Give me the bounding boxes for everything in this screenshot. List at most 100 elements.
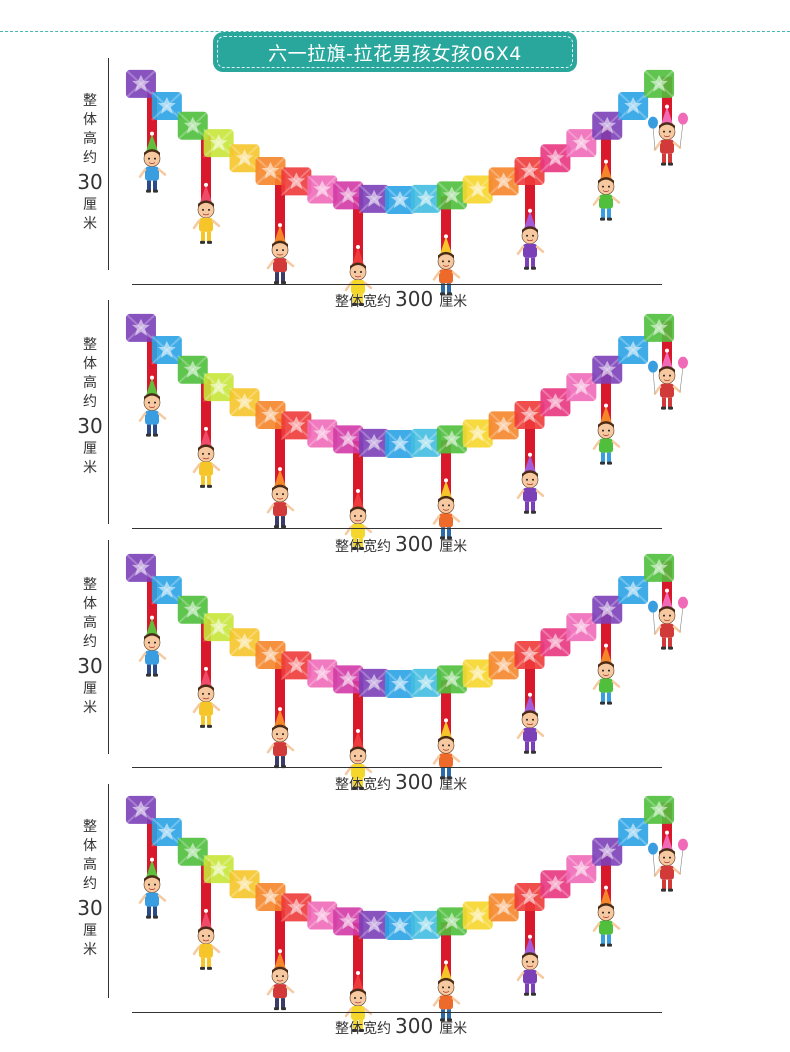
cartoon-child-boy-tambourine — [592, 643, 621, 705]
garland-segment — [358, 910, 390, 940]
height-measure-line — [108, 784, 109, 998]
balloon-icon — [678, 838, 688, 851]
garland-segment — [228, 627, 261, 657]
balloon-icon — [648, 360, 658, 373]
height-label-char: 米 — [83, 942, 97, 958]
garland-segment — [151, 335, 183, 365]
garland-segment — [462, 658, 494, 689]
title-badge: 六一拉旗-拉花男孩女孩06X4 — [213, 32, 577, 72]
garland-segment — [487, 166, 520, 197]
cartoon-child-boy-tambourine — [592, 159, 621, 221]
cartoon-child-girl-violin-purple — [516, 692, 545, 754]
width-label-prefix: 整体宽约 — [335, 1021, 391, 1037]
height-label-char: 约 — [83, 634, 97, 650]
ribbon-group — [147, 76, 672, 267]
garland-segment — [202, 854, 235, 884]
garland-segment — [617, 91, 649, 121]
garland-illustration — [125, 313, 688, 550]
height-label-char: 高 — [83, 615, 97, 631]
hanging-ribbon — [441, 196, 451, 257]
hanging-ribbon — [275, 175, 285, 246]
cartoon-child-girl-microphone — [344, 728, 373, 790]
hanging-ribbon — [201, 378, 211, 449]
balloon-icon — [678, 112, 688, 125]
height-measure-line — [108, 540, 109, 754]
garland-illustration — [125, 69, 688, 306]
cartoon-child-girl-violin-purple — [516, 452, 545, 514]
garland-segment — [151, 91, 183, 121]
hanging-ribbon — [353, 196, 363, 267]
hanging-ribbon — [441, 922, 451, 983]
hanging-ribbon — [147, 577, 157, 638]
width-value: 300 — [395, 1014, 434, 1038]
garland-segment — [306, 658, 338, 689]
height-label-char: 米 — [83, 700, 97, 716]
garland-segment — [591, 836, 623, 867]
garland-segment — [643, 313, 675, 343]
garland-segment — [643, 795, 675, 825]
product-panel-3: 整 体 高 约 30 厘 米 — [0, 536, 790, 790]
height-label-char: 体 — [83, 356, 97, 372]
children-characters — [138, 830, 688, 1032]
hanging-ribbon — [525, 414, 535, 475]
hanging-ribbon — [201, 860, 211, 931]
garland-segment — [332, 906, 364, 937]
width-label-unit: 厘米 — [439, 1021, 468, 1037]
garland-segment — [280, 650, 313, 681]
hanging-ribbon — [275, 659, 285, 730]
garland-segment — [228, 387, 261, 417]
garland-segment — [125, 553, 157, 583]
hanging-ribbon — [147, 93, 157, 154]
hanging-ribbon — [662, 320, 672, 371]
garland-segment — [436, 424, 468, 455]
garland-segment — [306, 174, 338, 205]
garland-segment — [513, 156, 546, 186]
garland-segment — [358, 428, 390, 458]
garland-segment — [254, 400, 287, 430]
cartoon-child-boy-glasses — [138, 615, 167, 677]
garland-segment — [591, 110, 623, 141]
garland-segment — [384, 185, 416, 215]
hanging-ribbon — [601, 610, 611, 666]
garland-segment — [280, 166, 313, 197]
garland-segment — [202, 612, 235, 642]
width-label: 整体宽约 300 厘米 — [335, 1014, 535, 1038]
garland-segment — [202, 372, 235, 402]
garland-segment — [565, 372, 598, 402]
width-label-prefix: 整体宽约 — [335, 539, 391, 555]
children-characters — [138, 348, 688, 550]
garland-segment — [410, 668, 442, 698]
width-label: 整体宽约 300 厘米 — [335, 770, 535, 794]
cartoon-child-girl-balloons — [648, 588, 688, 650]
garland-segment — [358, 668, 390, 698]
height-label-char: 厘 — [83, 197, 97, 213]
garland-segment — [436, 664, 468, 695]
garland-segment — [539, 627, 572, 657]
height-value: 30 — [77, 654, 103, 678]
product-panel-1: 整 体 高 约 30 厘 米 — [0, 52, 790, 306]
hanging-ribbon — [275, 419, 285, 490]
garland-segment — [591, 594, 623, 625]
height-label-char: 高 — [83, 375, 97, 391]
garland-segment — [384, 429, 416, 459]
garland-segment — [410, 428, 442, 458]
width-label-unit: 厘米 — [439, 777, 468, 793]
garland-segment — [436, 180, 468, 211]
height-measure-line — [108, 300, 109, 524]
height-label-char: 厘 — [83, 923, 97, 939]
height-label-char: 整 — [83, 819, 97, 835]
garland-segment — [565, 612, 598, 642]
children-characters — [138, 588, 688, 790]
width-value: 300 — [395, 770, 434, 794]
cartoon-child-boy-tambourine — [592, 403, 621, 465]
garland-segment — [410, 910, 442, 940]
height-label: 整 体 高 约 30 厘 米 — [72, 92, 108, 234]
garland-segment — [487, 410, 520, 441]
hanging-ribbon — [662, 76, 672, 127]
cartoon-child-boy-cake — [432, 478, 461, 540]
garland-segment — [539, 869, 572, 899]
width-label-unit: 厘米 — [439, 294, 468, 310]
width-measure-line — [132, 767, 662, 768]
garland-segment — [617, 817, 649, 847]
garland-segment — [462, 418, 494, 449]
